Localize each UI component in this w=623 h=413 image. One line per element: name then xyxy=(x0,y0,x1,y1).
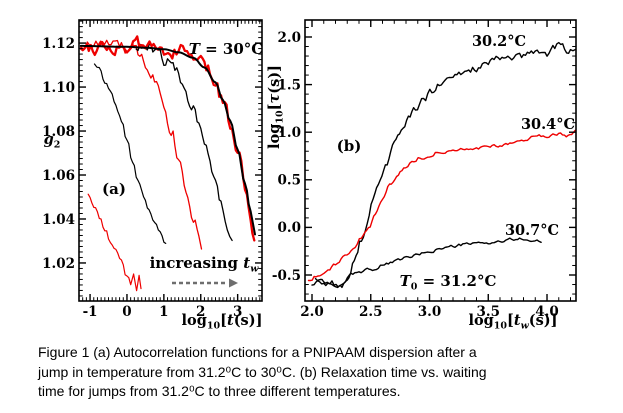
panel-a: -1 0 1 2 3 1.12 1.10 1.08 1.06 1.04 1.02 log10[t(s)… xyxy=(42,19,264,332)
curve-tw-3-red xyxy=(80,39,203,250)
axis-box xyxy=(78,19,263,302)
panel-a-x-axis-label: log10[t(s)] xyxy=(182,312,263,332)
y-tick-label-1.04: 1.04 xyxy=(42,212,75,228)
x-tick-label-1: 1 xyxy=(159,304,168,320)
x-tick-label-3: 3 xyxy=(233,304,242,320)
axis-box xyxy=(304,19,577,302)
label-30.7C: 30.7°C xyxy=(505,222,559,239)
curve-tw-longest-red xyxy=(79,35,256,242)
panel-a-label: (a) xyxy=(102,180,126,198)
axis-ticks xyxy=(305,20,576,301)
x-tick-label-4.0: 4.0 xyxy=(535,304,559,320)
curve-30.7C-black xyxy=(311,237,542,289)
x-tick-label-2: 2 xyxy=(196,304,205,320)
temperature-label: T = 30°C xyxy=(189,40,264,58)
y-tick-label-0.0: 0.0 xyxy=(278,220,302,236)
figure-caption: Figure 1 (a) Autocorrelation functions f… xyxy=(38,343,487,402)
axis-ticks xyxy=(79,20,262,301)
x-tick-label-2.5: 2.5 xyxy=(359,304,383,320)
panel-b: 2.0 2.5 3.0 3.5 4.0 2.0 1.5 1.0 0.5 0.0 -0.5 log10[… xyxy=(266,19,577,332)
panel-a-y-axis-label: g2 xyxy=(44,131,61,151)
arrow-head-icon xyxy=(229,278,238,288)
curve-tw-4-black xyxy=(135,42,233,242)
y-tick-label-1.0: 1.0 xyxy=(278,125,302,141)
panel-b-y-axis-label: log10[τ(s)] xyxy=(266,65,286,149)
x-tick-label--1: -1 xyxy=(83,304,98,320)
y-tick-label-1.08: 1.08 xyxy=(42,124,75,140)
label-30.4C: 30.4°C xyxy=(521,116,575,133)
curve-30.2C-black xyxy=(314,41,576,289)
caption-line-2: jump in temperature from 31.2⁰C to 30⁰C.… xyxy=(38,363,487,380)
y-tick-label--0.5: -0.5 xyxy=(272,268,301,284)
caption-line-3: time for jumps from 31.2⁰C to three diff… xyxy=(38,383,401,399)
x-tick-label-2.0: 2.0 xyxy=(300,304,324,320)
panel-b-curves xyxy=(307,41,576,289)
x-tick-label-3.0: 3.0 xyxy=(418,304,442,320)
panel-b-label: (b) xyxy=(337,137,362,155)
panel-b-x-axis-label: log10[tw(s)] xyxy=(468,312,557,332)
curve-30.4C-red xyxy=(307,129,576,282)
x-tick-label-0: 0 xyxy=(122,304,131,320)
caption-line-1: Figure 1 (a) Autocorrelation functions f… xyxy=(38,344,477,360)
y-tick-label-1.12: 1.12 xyxy=(42,36,75,52)
curve-tw-2-black xyxy=(93,63,167,244)
y-tick-label-1.10: 1.10 xyxy=(42,80,75,96)
y-tick-label-2.0: 2.0 xyxy=(278,30,302,46)
y-tick-label-0.5: 0.5 xyxy=(278,173,302,189)
curve-fit-black xyxy=(79,44,256,236)
y-tick-label-1.06: 1.06 xyxy=(42,168,75,184)
t0-label: T0 = 31.2°C xyxy=(400,272,497,293)
y-tick-label-1.5: 1.5 xyxy=(278,77,302,93)
figure-canvas: -1 0 1 2 3 1.12 1.10 1.08 1.06 1.04 1.02 log10[t(s)… xyxy=(42,19,577,332)
x-tick-label-3.5: 3.5 xyxy=(477,304,501,320)
increasing-tw-label: increasing tw xyxy=(150,254,260,275)
label-30.2C: 30.2°C xyxy=(472,33,526,50)
y-tick-label-1.02: 1.02 xyxy=(42,256,75,272)
panel-a-curves xyxy=(79,35,256,292)
curve-tw-shortest-red xyxy=(87,193,142,292)
